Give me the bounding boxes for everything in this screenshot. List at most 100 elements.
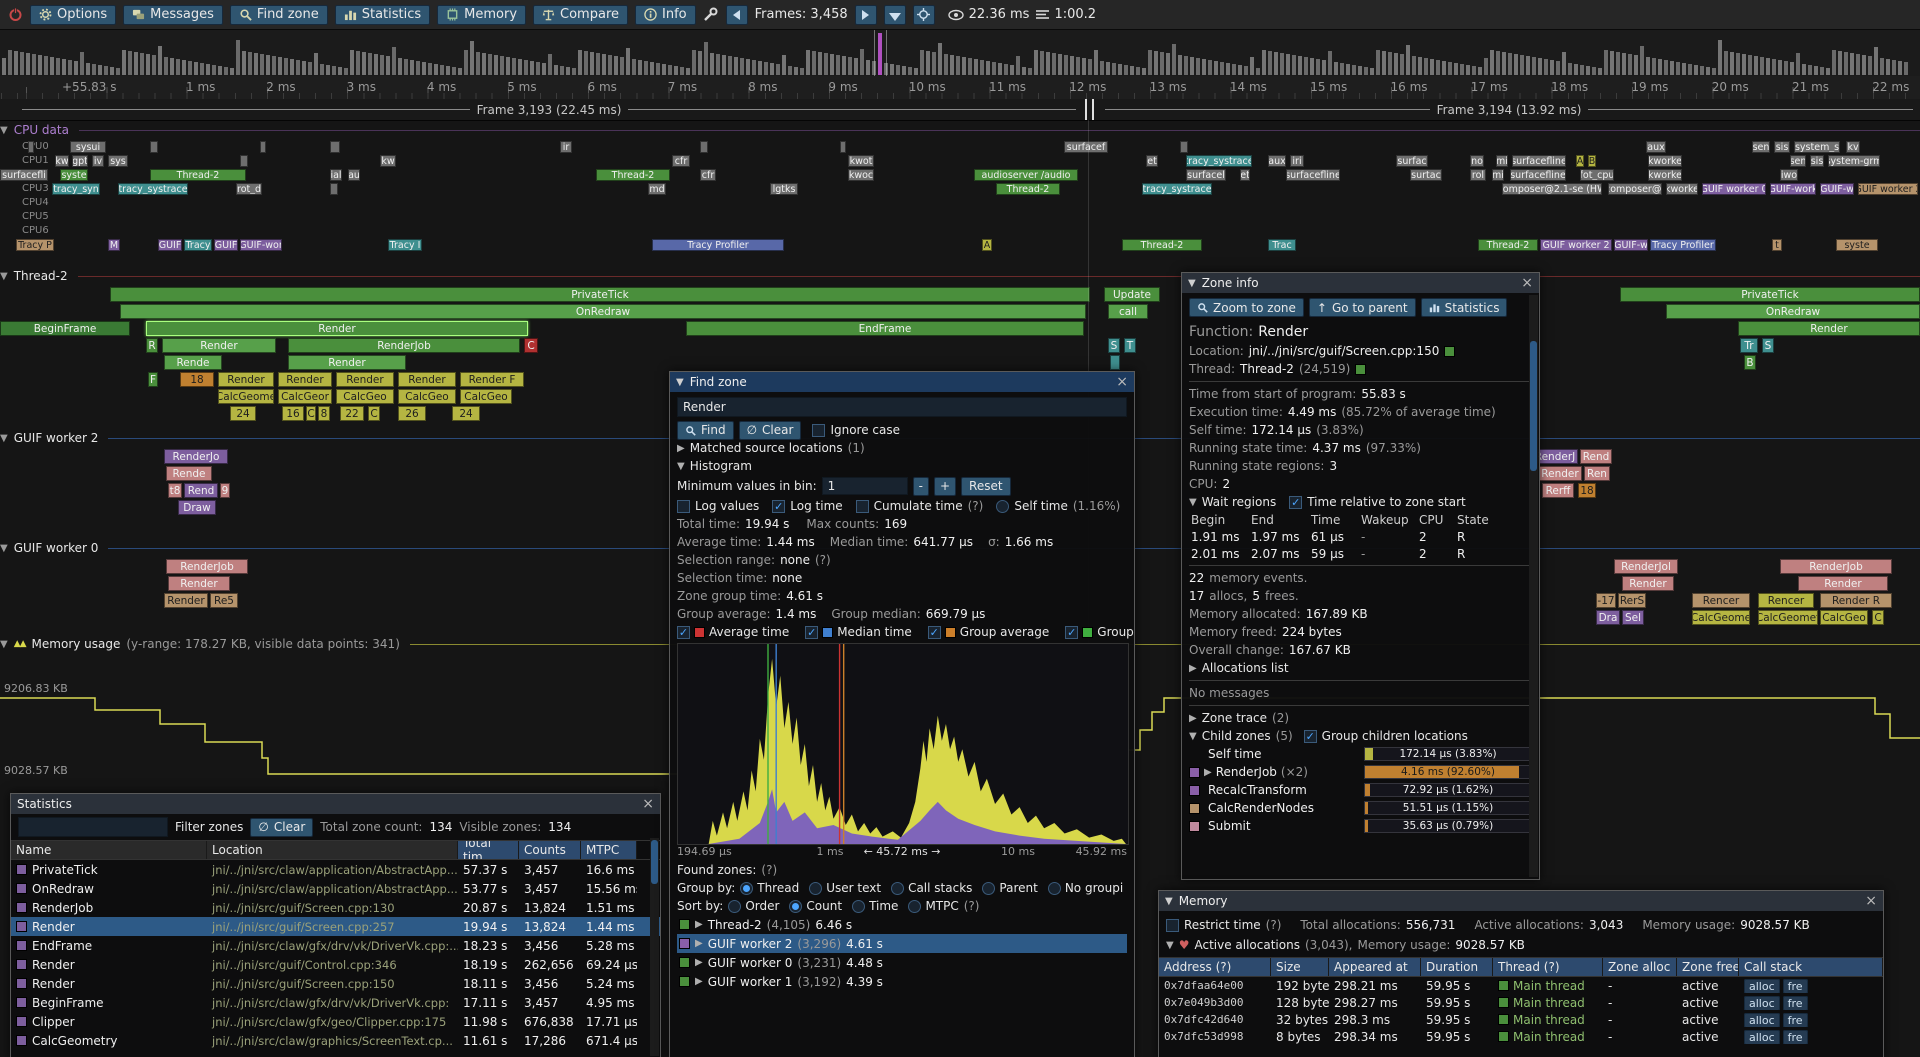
- timeline-zone[interactable]: t: [1772, 239, 1782, 251]
- timeline-zone[interactable]: A: [1576, 155, 1584, 167]
- timeline-zone[interactable]: 24: [452, 406, 480, 421]
- timeline-zone[interactable]: no: [1470, 155, 1484, 167]
- clear-filter-button[interactable]: ∅Clear: [250, 818, 313, 837]
- child-zone-row[interactable]: ▶RenderJob(×2)4.16 ms (92.60%): [1189, 763, 1532, 781]
- timeline-zone[interactable]: Render: [398, 372, 456, 387]
- timeline-zone[interactable]: C: [368, 406, 380, 421]
- timeline-zone[interactable]: [840, 141, 846, 153]
- timeline-zone[interactable]: t8: [168, 483, 182, 498]
- timeline-zone[interactable]: Render: [278, 372, 332, 387]
- timeline-zone[interactable]: F: [148, 372, 158, 387]
- timeline-zone[interactable]: Thread-2: [150, 169, 246, 181]
- statistics-button[interactable]: Statistics: [335, 5, 430, 25]
- timeline-zone[interactable]: cfr: [700, 169, 716, 181]
- timeline-zone[interactable]: surfacefline: [1512, 155, 1566, 167]
- collapser-icon[interactable]: ▼: [1165, 896, 1173, 907]
- alloc-address[interactable]: 0x7dfc42d640: [1159, 1013, 1271, 1026]
- timeline-zone[interactable]: [700, 141, 708, 153]
- wait-regions-collapser[interactable]: ▼Wait regionsTime relative to zone start: [1189, 493, 1532, 511]
- group-children-checkbox[interactable]: [1304, 730, 1317, 743]
- min-bin-decrement-button[interactable]: -: [913, 477, 929, 496]
- timeline-zone[interactable]: 22: [340, 406, 364, 421]
- timeline-zone[interactable]: GUIF: [158, 239, 182, 251]
- timeline-zone[interactable]: GUIF worker 2: [1858, 183, 1918, 195]
- timeline-zone[interactable]: GUIF worker 2: [1540, 239, 1612, 251]
- timeline-zone[interactable]: kw: [55, 155, 69, 167]
- timeline-zone[interactable]: T: [1124, 338, 1136, 353]
- close-icon[interactable]: ×: [1865, 894, 1877, 908]
- timeline-zone[interactable]: RenderJo: [164, 449, 228, 464]
- timeline-zone[interactable]: surfacefline: [1286, 169, 1340, 181]
- timeline-zone[interactable]: 9: [220, 483, 230, 498]
- timeline-zone[interactable]: Ren: [1584, 466, 1610, 481]
- timeline-zone[interactable]: GUIF-wor: [240, 239, 282, 251]
- column-header[interactable]: Address (?): [1159, 958, 1271, 976]
- timeline-zone[interactable]: GUIF worker 0: [1702, 183, 1766, 195]
- zone-group-row[interactable]: ▶GUIF worker 1(3,192)4.39 s: [677, 972, 1127, 991]
- statistics-row[interactable]: CalcGeometryjni/../jni/src/claw/graphics…: [11, 1031, 660, 1050]
- timeline-zone[interactable]: gpt: [72, 155, 88, 167]
- window-titlebar[interactable]: Statistics×: [11, 794, 660, 814]
- power-icon[interactable]: [8, 7, 23, 22]
- timeline-zone[interactable]: et: [1146, 155, 1158, 167]
- column-header[interactable]: Name: [11, 841, 207, 859]
- column-header[interactable]: MTPC: [581, 841, 637, 859]
- close-icon[interactable]: ×: [1521, 276, 1533, 290]
- messages-button[interactable]: Messages: [123, 5, 223, 25]
- frame-span[interactable]: Frame 3,193 (22.45 ms): [15, 99, 1083, 120]
- timeline-zone[interactable]: GUIF-w: [1614, 239, 1648, 251]
- statistics-row[interactable]: RenderJobjni/../jni/src/guif/Screen.cpp:…: [11, 898, 660, 917]
- radio-option[interactable]: No groupi: [1048, 881, 1123, 895]
- timeline-zone[interactable]: lgtks: [770, 183, 798, 195]
- timeline-zone[interactable]: Render: [336, 372, 394, 387]
- timeline-zone[interactable]: GUIF-w: [1820, 183, 1854, 195]
- filter-zones-input[interactable]: [18, 817, 168, 837]
- timeline-zone[interactable]: OnRedraw: [120, 304, 1086, 319]
- timeline-zone[interactable]: S: [1762, 338, 1774, 353]
- timeline-zone[interactable]: Rencer: [1758, 593, 1814, 608]
- restrict-time-checkbox[interactable]: [1166, 919, 1179, 932]
- column-header[interactable]: Size: [1271, 958, 1329, 976]
- timeline-zone[interactable]: OnRedraw: [1666, 304, 1920, 319]
- goto-frame-button[interactable]: [913, 5, 935, 25]
- column-header[interactable]: Zone free: [1677, 958, 1739, 976]
- timeline-zone[interactable]: aux: [1646, 141, 1666, 153]
- timeline-zone[interactable]: Render: [162, 338, 276, 353]
- timeline-zone[interactable]: RenderJob: [166, 559, 248, 574]
- timeline-zone[interactable]: call: [1108, 304, 1148, 319]
- close-icon[interactable]: ×: [642, 797, 654, 811]
- time-relative-checkbox[interactable]: [1289, 496, 1302, 509]
- timeline-zone[interactable]: RenderJob: [288, 338, 520, 353]
- free-callstack-link[interactable]: fre: [1783, 1013, 1808, 1027]
- timeline-zone[interactable]: mi: [1496, 155, 1508, 167]
- scrollbar[interactable]: [1529, 295, 1538, 877]
- zone-group-row[interactable]: ▶Thread-2(4,105)6.46 s: [677, 915, 1127, 934]
- cpu-data-header[interactable]: ▼CPU data: [0, 122, 1920, 138]
- timeline-zone[interactable]: iwo: [1780, 169, 1798, 181]
- timeline-zone[interactable]: Rerff: [1542, 483, 1574, 498]
- thread-color-swatch[interactable]: [1355, 364, 1366, 375]
- timeline-zone[interactable]: 18: [180, 372, 214, 387]
- wait-column-header[interactable]: Begin: [1189, 511, 1249, 528]
- timeline-zone[interactable]: mi: [1492, 169, 1504, 181]
- zone-group-row[interactable]: ▶GUIF worker 2(3,296)4.61 s: [677, 934, 1127, 953]
- column-header[interactable]: Thread (?): [1493, 958, 1603, 976]
- statistics-row[interactable]: Renderjni/../jni/src/guif/Screen.cpp:150…: [11, 974, 660, 993]
- timeline-zone[interactable]: CalcGeo: [398, 389, 456, 404]
- memory-button[interactable]: Memory: [437, 5, 526, 25]
- timeline-zone[interactable]: Tracy P: [16, 239, 54, 251]
- timeline-zone[interactable]: tracy_systrace: [1186, 155, 1252, 167]
- timeline-zone[interactable]: CalcGeo: [1820, 610, 1868, 625]
- clear-button[interactable]: ∅Clear: [739, 421, 802, 440]
- timeline-zone[interactable]: Render: [1738, 321, 1920, 336]
- timeline-zone[interactable]: syste: [60, 169, 88, 181]
- self-time-checkbox[interactable]: [996, 500, 1009, 513]
- timeline-zone[interactable]: R: [146, 338, 158, 353]
- timeline-zone[interactable]: BeginFrame: [0, 321, 130, 336]
- timeline-zone[interactable]: B: [1744, 355, 1756, 370]
- wait-column-header[interactable]: Wakeup: [1359, 511, 1417, 528]
- timeline-zone[interactable]: Rencer: [1692, 593, 1750, 608]
- alloc-callstack-link[interactable]: alloc: [1744, 996, 1780, 1010]
- timeline-zone[interactable]: PrivateTick: [1620, 287, 1920, 302]
- timeline-zone[interactable]: tracy_systrace: [1142, 183, 1212, 195]
